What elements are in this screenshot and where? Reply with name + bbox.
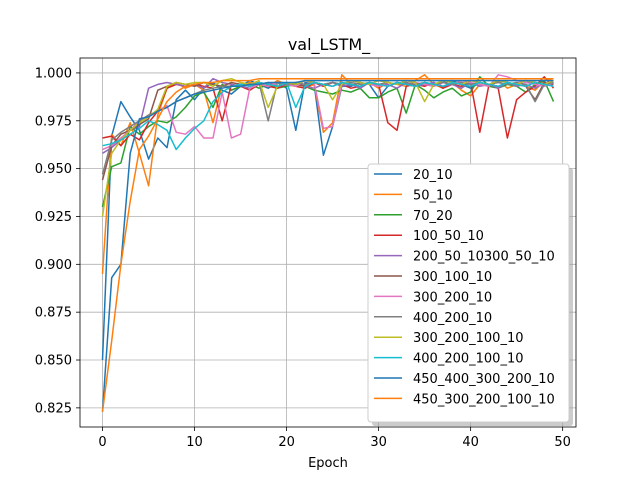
x-axis-label: Epoch xyxy=(308,456,348,471)
y-tick-label: 1.000 xyxy=(35,66,72,81)
y-tick-label: 0.850 xyxy=(35,354,72,369)
x-tick-label: 50 xyxy=(554,435,571,450)
legend-label: 300_200_10 xyxy=(413,290,492,305)
x-tick-label: 10 xyxy=(186,435,203,450)
x-axis: 0 10 20 30 40 50 xyxy=(98,427,571,450)
legend-label: 300_100_10 xyxy=(413,270,492,285)
legend-label: 20_10 xyxy=(413,168,453,183)
legend-label: 100_50_10 xyxy=(413,229,484,244)
legend-label: 50_10 xyxy=(413,188,453,203)
y-tick-label: 0.950 xyxy=(35,162,72,177)
y-axis: 0.825 0.850 0.875 0.900 0.925 0.950 0.975 1.000 xyxy=(35,66,80,416)
series-group xyxy=(101,74,555,412)
legend-label: 450_300_200_100_10 xyxy=(413,392,555,407)
y-tick-label: 0.975 xyxy=(35,114,72,129)
legend: 20_10 50_10 70_20 100_50_10 200_50_10300_50_… xyxy=(367,163,573,426)
legend-label: 400_200_10 xyxy=(413,311,492,326)
series-line-8 xyxy=(101,77,554,217)
x-tick-label: 0 xyxy=(98,435,106,450)
y-tick-label: 0.900 xyxy=(35,258,72,273)
y-tick-label: 0.875 xyxy=(35,306,72,321)
series-line-9 xyxy=(102,81,554,151)
y-tick-label: 0.925 xyxy=(35,210,72,225)
y-tick-label: 0.825 xyxy=(35,401,72,416)
x-tick-label: 40 xyxy=(462,435,479,450)
series-line-11 xyxy=(101,77,554,412)
legend-label: 400_200_100_10 xyxy=(413,352,523,367)
x-tick-label: 20 xyxy=(278,435,295,450)
x-tick-label: 30 xyxy=(370,435,387,450)
chart-title: val_LSTM_ xyxy=(288,35,371,55)
series-line-10 xyxy=(101,79,554,412)
legend-label: 300_200_100_10 xyxy=(413,331,523,346)
legend-box xyxy=(367,163,570,423)
legend-label: 450_400_300_200_10 xyxy=(413,372,555,387)
legend-label: 200_50_10300_50_10 xyxy=(413,250,555,265)
series-line-6 xyxy=(102,74,554,151)
plot-frame xyxy=(79,57,577,428)
legend-label: 70_20 xyxy=(413,209,453,224)
